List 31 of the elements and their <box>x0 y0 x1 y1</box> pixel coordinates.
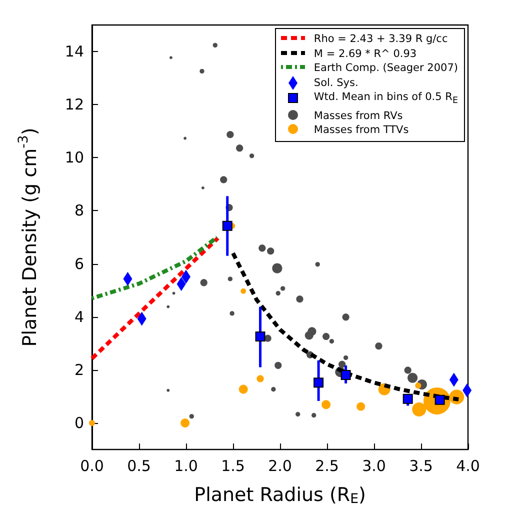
point <box>314 378 324 388</box>
legend-label: Earth Comp. (Seager 2007) <box>314 61 458 76</box>
x-tick-label: 4.0 <box>456 457 480 475</box>
y-tick-label: 0 <box>74 414 84 432</box>
x-tick-label: 0.5 <box>127 457 151 475</box>
x-tick-label: 3.0 <box>362 457 386 475</box>
point <box>255 331 266 342</box>
y-tick-label: 12 <box>64 96 84 114</box>
x-tick-label: 3.5 <box>409 457 433 475</box>
point <box>402 394 413 404</box>
legend-label: M = 2.69 * R^ 0.93 <box>314 46 417 61</box>
y-tick-label: 4 <box>74 308 84 326</box>
x-tick-label: 0.0 <box>80 457 104 475</box>
point <box>340 370 351 380</box>
line-series <box>90 235 220 300</box>
x-tick-label: 1.5 <box>221 457 245 475</box>
y-axis-title: Planet Density (g cm-3) <box>16 128 41 347</box>
y-tick-label: 10 <box>64 148 84 167</box>
legend-label: Masses from TTVs <box>314 123 409 138</box>
x-tick-label: 2.5 <box>315 457 339 475</box>
x-tick-label: 2.0 <box>268 457 292 475</box>
y-tick-label: 8 <box>74 202 84 220</box>
x-tick-label: 1.0 <box>174 457 198 475</box>
point <box>222 220 232 231</box>
legend-label: Wtd. Mean in bins of 0.5 R$_{E}$ <box>314 90 458 108</box>
y-tick-label: 2 <box>74 360 84 379</box>
y-tick-label: 6 <box>74 254 84 273</box>
legend-label: Rho = 2.43 + 3.39 R g/cc <box>314 32 448 46</box>
y-tick-label: 14 <box>64 42 84 61</box>
legend-label: Masses from RVs <box>314 108 403 124</box>
legend-label: Sol. Sys. <box>314 76 358 90</box>
